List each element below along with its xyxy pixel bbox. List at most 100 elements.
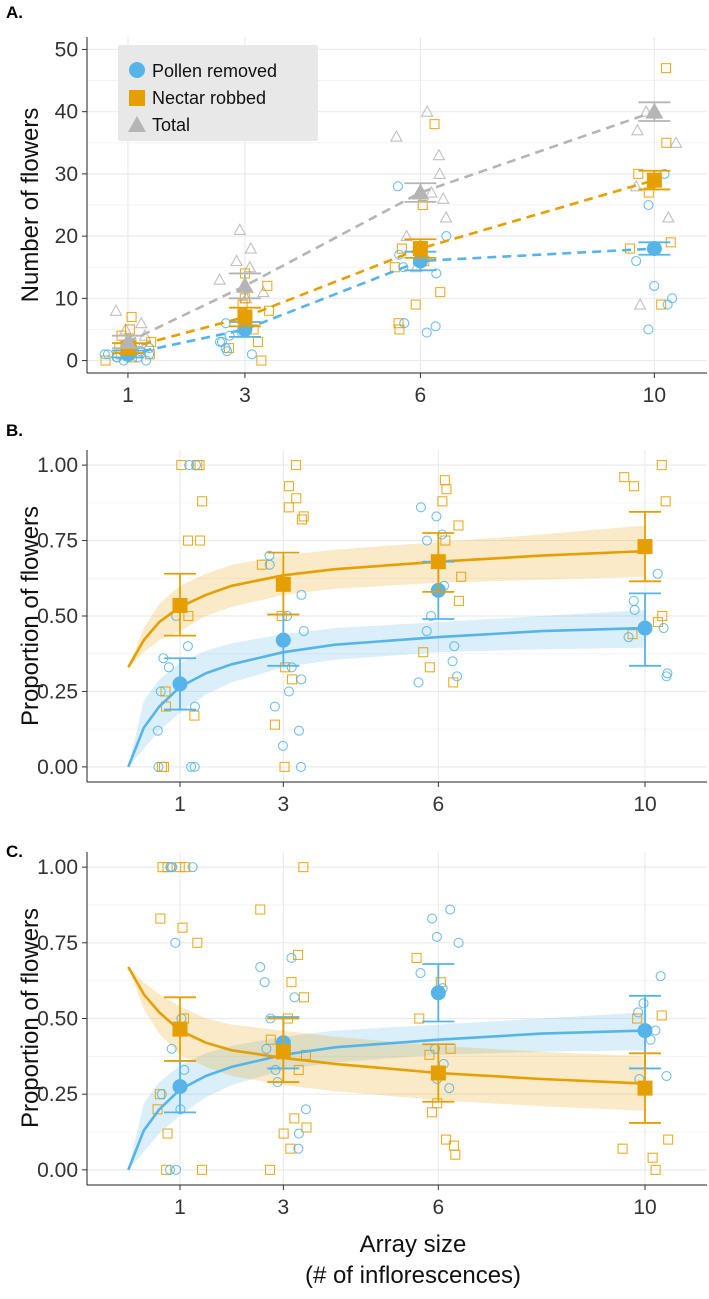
nectar-data-point (632, 1013, 643, 1024)
nectar-data-point (296, 514, 307, 525)
nectar-data-point (656, 460, 667, 471)
pollen-data-point (221, 346, 233, 357)
y-tick-label: 0.50 (37, 605, 78, 628)
x-axis-title: Array size (360, 1231, 467, 1258)
pollen-data-point (286, 662, 297, 673)
nectar-data-point (629, 481, 640, 492)
nectar-data-point (426, 1107, 438, 1118)
x-tick-label: 10 (633, 1196, 656, 1219)
legend-box (118, 45, 318, 141)
pollen-data-point (451, 671, 463, 682)
panel-c-label: C. (6, 842, 23, 861)
nectar-data-point (156, 761, 167, 772)
nectar-data-point (255, 904, 266, 915)
nectar-data-point (262, 280, 273, 291)
pollen-trend-line (127, 247, 655, 356)
pollen-data-point (99, 349, 110, 360)
total-data-point (436, 192, 450, 204)
nectar-data-point (440, 535, 451, 546)
total-trend-line (127, 110, 655, 344)
pollen-data-point (152, 725, 163, 736)
x-tick-label: 1 (174, 793, 186, 816)
nectar-data-point (656, 1010, 667, 1021)
total-data-point (633, 297, 647, 310)
legend-label-nectar: Nectar robbed (152, 88, 266, 108)
nectar-data-point (432, 1098, 443, 1109)
nectar-data-point (176, 460, 187, 471)
nectar-data-point (647, 1152, 658, 1163)
nectar-data-point (414, 1013, 425, 1024)
nectar-data-point (633, 168, 644, 179)
x-tick-label: 1 (174, 1196, 186, 1219)
nectar-data-point (183, 610, 194, 622)
nectar-data-point (157, 862, 168, 873)
nectar-data-point (657, 610, 668, 622)
legend-label-total: Total (152, 115, 190, 135)
legend-square-icon (129, 90, 145, 106)
nectar-data-point (100, 355, 111, 366)
nectar-fit-line (127, 549, 646, 668)
nectar-data-point (278, 1128, 289, 1139)
nectar-data-point (411, 952, 422, 964)
pollen-data-point (415, 502, 426, 513)
nectar-mean-point (412, 241, 428, 257)
pollen-data-point (264, 550, 275, 561)
pollen-mean-point (172, 1079, 188, 1095)
nectar-data-point (418, 647, 429, 658)
nectar-data-point (301, 1122, 312, 1133)
pollen-data-point (449, 641, 460, 652)
total-data-point (433, 167, 447, 179)
pollen-data-point (293, 1143, 304, 1154)
pollen-data-point (643, 199, 654, 211)
y-tick-label: 30 (55, 163, 78, 186)
nectar-mean-point (637, 539, 653, 555)
nectar-data-point (256, 559, 267, 570)
pollen-data-point (392, 181, 403, 192)
pollen-data-point (187, 862, 198, 873)
pollen-mean-point (275, 632, 291, 648)
pollen-data-point (270, 1064, 281, 1076)
nectar-data-point (276, 610, 287, 622)
y-tick-label: 0.75 (37, 530, 78, 553)
nectar-data-point (424, 1049, 435, 1060)
nectar-mean-point (646, 172, 662, 188)
pollen-data-point (628, 595, 639, 606)
legend-circle-icon (129, 62, 145, 78)
legend-item-pollen: Pollen removed (129, 61, 277, 81)
total-data-point (389, 129, 403, 142)
nectar-data-point (660, 63, 672, 74)
pollen-data-point (182, 641, 193, 652)
x-tick-label: 3 (277, 793, 289, 816)
nectar-data-point (410, 299, 421, 310)
nectar-fit-line (127, 966, 646, 1085)
total-data-point (669, 136, 683, 148)
total-data-point (630, 123, 644, 136)
y-tick-label: 0 (66, 350, 78, 373)
pollen-data-point (425, 610, 437, 622)
nectar-trend-line (127, 178, 655, 350)
nectar-data-point (279, 761, 290, 772)
pollen-data-point (283, 686, 295, 697)
pollen-data-point (661, 1070, 672, 1082)
nectar-data-point (661, 137, 672, 148)
pollen-data-point (296, 674, 307, 685)
nectar-data-point (456, 571, 467, 582)
nectar-data-point (660, 496, 671, 507)
nectar-data-point (298, 862, 309, 873)
pollen-fit-line (127, 626, 646, 768)
nectar-data-point (394, 324, 405, 335)
pollen-data-point (156, 1089, 167, 1100)
nectar-data-point (293, 1064, 304, 1076)
nectar-data-point (292, 949, 304, 960)
total-data-point (256, 285, 270, 298)
pollen-data-point (445, 904, 456, 915)
pollen-data-point (286, 952, 297, 964)
confidence-band (128, 967, 646, 1111)
nectar-data-point (162, 1128, 173, 1139)
pollen-data-point (289, 992, 300, 1003)
nectar-data-point (263, 305, 275, 316)
pollen-data-point (431, 511, 442, 522)
total-data-point (639, 105, 653, 117)
panel-c-y-axis-title: Proportion of flowers (17, 908, 44, 1128)
